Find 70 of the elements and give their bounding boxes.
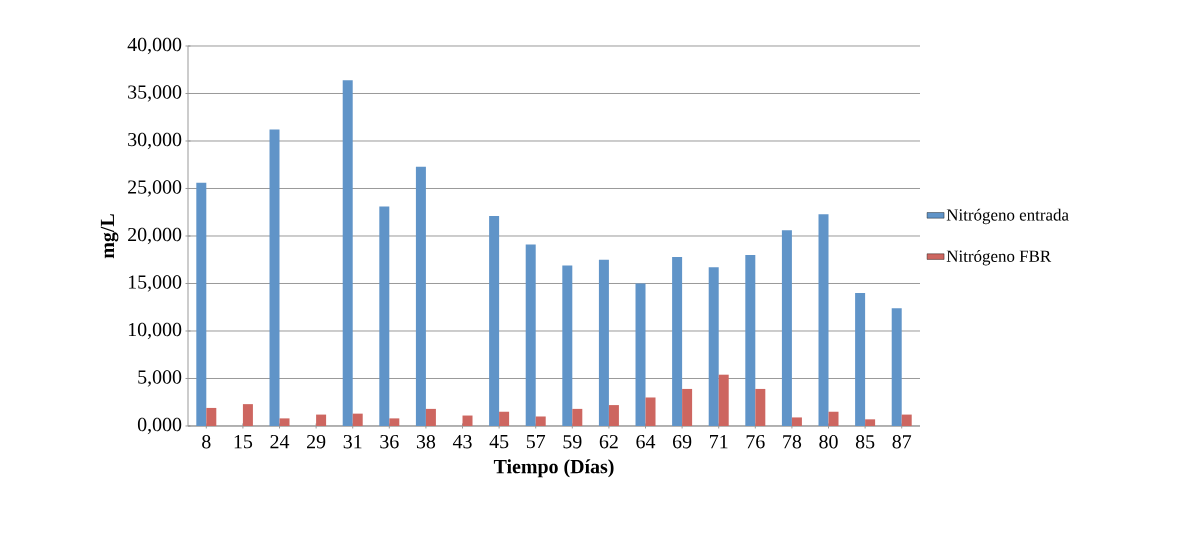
bar (206, 407, 217, 426)
legend-label: Nitrógeno FBR (946, 249, 1052, 266)
bar (196, 182, 207, 426)
y-axis-title: mg/L (100, 214, 119, 259)
y-tick-label: 5,000 (138, 370, 182, 387)
bar (828, 411, 839, 426)
y-tick-label: 0,000 (137, 417, 182, 435)
bar (535, 416, 546, 426)
y-tick-label: 25,000 (128, 180, 182, 197)
bar (525, 244, 536, 426)
x-tick-label: 31 (343, 435, 362, 449)
x-tick-label: 8 (202, 435, 211, 449)
bar (562, 265, 573, 426)
y-tick-label: 15,000 (128, 275, 182, 292)
bar (342, 80, 353, 426)
bar (608, 405, 619, 426)
bar (672, 256, 683, 426)
x-tick-label: 78 (783, 435, 802, 449)
bar (352, 413, 363, 426)
bar (901, 414, 912, 426)
x-tick-label: 87 (892, 435, 912, 449)
x-tick-label: 38 (416, 435, 436, 449)
bar (635, 283, 646, 426)
x-tick-label: 36 (380, 435, 399, 449)
x-tick-label: 45 (489, 435, 509, 449)
bar (891, 308, 902, 426)
y-tick-label: 20,000 (128, 227, 182, 245)
bar (425, 408, 436, 426)
bar (499, 411, 510, 426)
x-axis-title: Tiempo (Días) (493, 459, 614, 478)
bar (269, 129, 280, 426)
x-tick-label: 76 (746, 435, 765, 449)
x-tick-label: 85 (855, 435, 875, 449)
y-tick-label: 30,000 (128, 132, 182, 150)
x-tick-label: 71 (710, 435, 728, 449)
bar (279, 418, 290, 426)
x-tick-label: 62 (599, 435, 618, 449)
y-tick-label: 10,000 (128, 322, 182, 340)
x-tick-label: 43 (452, 435, 472, 449)
bar (645, 397, 656, 426)
x-tick-label: 59 (563, 435, 582, 449)
bar (242, 404, 253, 426)
bar (865, 419, 876, 426)
bar (682, 388, 693, 426)
bar (718, 374, 729, 426)
bar (572, 408, 583, 426)
bar (462, 415, 473, 426)
bar (755, 388, 766, 426)
bar (598, 259, 609, 426)
bar (855, 292, 866, 426)
x-tick-label: 15 (234, 435, 253, 449)
x-tick-label: 80 (819, 435, 838, 449)
bar (316, 414, 327, 426)
x-tick-label: 24 (270, 435, 290, 449)
y-tick-label: 40,000 (127, 37, 182, 55)
bar (379, 206, 390, 426)
bar (791, 417, 802, 426)
bar (415, 166, 426, 426)
bar (489, 216, 500, 426)
x-tick-label: 57 (526, 435, 546, 449)
x-tick-label: 64 (636, 435, 656, 449)
bar (745, 254, 756, 426)
x-tick-label: 29 (307, 435, 326, 449)
bar (389, 418, 400, 426)
bar (781, 230, 792, 426)
bar (818, 214, 829, 426)
bar (708, 267, 719, 426)
legend-label: Nitrógeno entrada (946, 208, 1069, 225)
x-tick-label: 69 (673, 435, 692, 449)
y-tick-label: 35,000 (128, 85, 182, 102)
